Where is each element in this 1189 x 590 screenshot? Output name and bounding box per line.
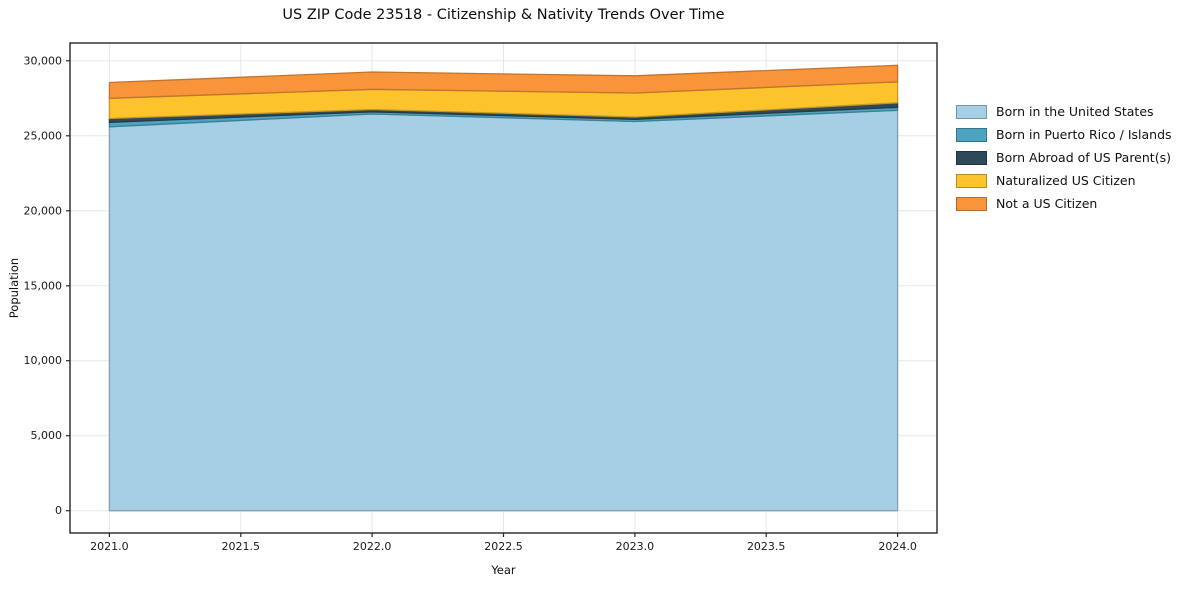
y-tick-label: 20,000 <box>24 204 63 217</box>
legend-label: Not a US Citizen <box>996 196 1098 211</box>
legend-item: Naturalized US Citizen <box>956 169 1172 192</box>
y-tick-label: 10,000 <box>24 354 63 367</box>
y-tick-label: 5,000 <box>31 429 63 442</box>
x-tick-label: 2022.5 <box>484 540 523 553</box>
x-tick-label: 2024.0 <box>878 540 917 553</box>
x-axis-label: Year <box>491 563 516 577</box>
legend-item: Not a US Citizen <box>956 192 1172 215</box>
area-born-in-the-united-states <box>108 109 899 512</box>
area-not-a-us-citizen <box>108 64 899 99</box>
legend-swatch <box>956 127 987 142</box>
y-axis-label: Population <box>7 257 21 319</box>
chart-legend: Born in the United States Born in Puerto… <box>956 100 1172 215</box>
y-tick-label: 15,000 <box>24 279 63 292</box>
x-tick-label: 2021.0 <box>90 540 129 553</box>
legend-item: Born Abroad of US Parent(s) <box>956 146 1172 169</box>
legend-label: Born in the United States <box>996 104 1154 119</box>
legend-label: Born in Puerto Rico / Islands <box>996 127 1172 142</box>
legend-item: Born in Puerto Rico / Islands <box>956 123 1172 146</box>
legend-item: Born in the United States <box>956 100 1172 123</box>
x-tick-label: 2023.5 <box>747 540 786 553</box>
legend-label: Naturalized US Citizen <box>996 173 1136 188</box>
x-tick-label: 2022.0 <box>353 540 392 553</box>
y-tick-label: 25,000 <box>24 129 63 142</box>
chart-title: US ZIP Code 23518 - Citizenship & Nativi… <box>282 7 725 23</box>
legend-swatch <box>956 150 987 165</box>
x-tick-label: 2023.0 <box>616 540 655 553</box>
x-tick-label: 2021.5 <box>222 540 261 553</box>
y-tick-label: 30,000 <box>24 54 63 67</box>
legend-swatch <box>956 173 987 188</box>
legend-label: Born Abroad of US Parent(s) <box>996 150 1171 165</box>
legend-swatch <box>956 104 987 119</box>
legend-swatch <box>956 196 987 211</box>
y-tick-label: 0 <box>55 504 62 517</box>
